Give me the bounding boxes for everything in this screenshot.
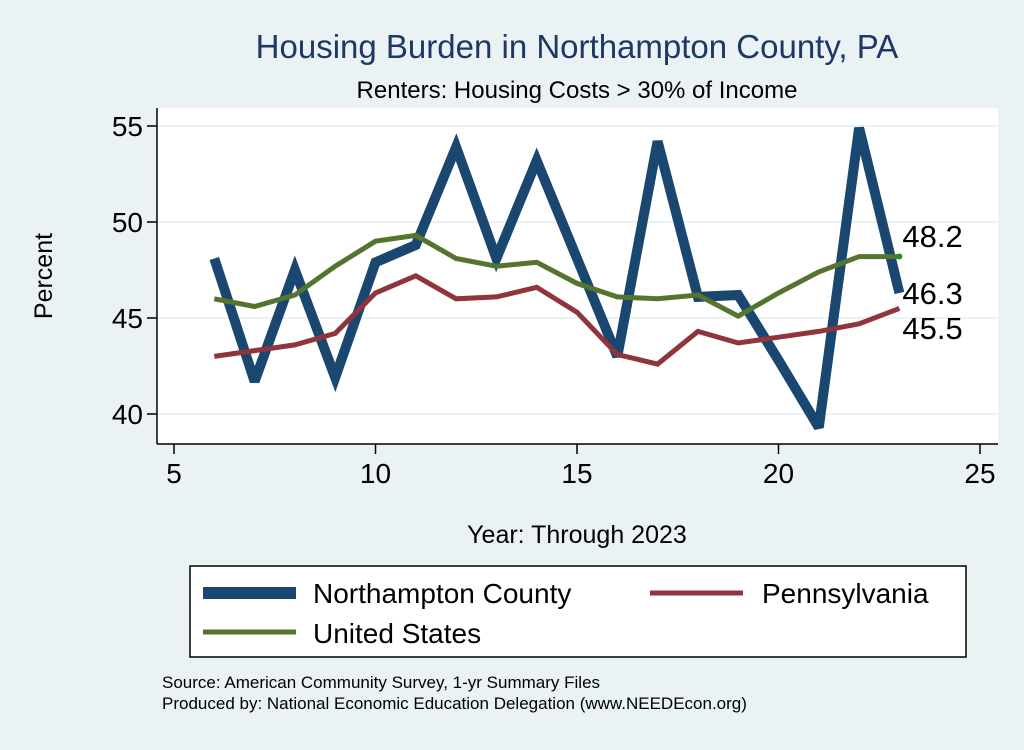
chart-subtitle: Renters: Housing Costs > 30% of Income — [357, 77, 798, 104]
y-tick-label-55: 55 — [112, 111, 143, 142]
source-note: Source: American Community Survey, 1-yr … — [162, 673, 600, 692]
x-tick-label-10: 10 — [360, 458, 391, 489]
legend-item-pennsylvania[interactable]: Pennsylvania — [650, 578, 929, 609]
series-line-united-states — [213, 232, 900, 319]
x-tick-label-15: 15 — [561, 458, 592, 489]
chart-title: Housing Burden in Northampton County, PA — [256, 28, 899, 65]
legend-item-northampton[interactable]: Northampton County — [203, 578, 571, 609]
y-tick-label-50: 50 — [112, 207, 143, 238]
grid-layer — [157, 125, 998, 415]
series-line-pennsylvania — [213, 273, 901, 367]
legend-label-northampton: Northampton County — [313, 578, 571, 609]
x-tick-label-25: 25 — [964, 458, 995, 489]
end-label-pennsylvania: 45.5 — [902, 311, 962, 346]
legend-label-pennsylvania: Pennsylvania — [762, 578, 929, 609]
legend-item-united-states[interactable]: United States — [203, 618, 481, 649]
producer-note: Produced by: National Economic Education… — [162, 694, 747, 713]
end-marker-united-states — [896, 253, 903, 260]
y-axis-label: Percent — [30, 233, 58, 319]
end-label-layer: 48.2 46.345.5 — [896, 219, 963, 346]
series-layer — [209, 126, 905, 430]
x-tick-label-5: 5 — [166, 458, 182, 489]
legend-box — [189, 565, 967, 658]
legend-label-united-states: United States — [313, 618, 481, 649]
y-tick-label-45: 45 — [112, 303, 143, 334]
x-axis-label: Year: Through 2023 — [467, 521, 687, 549]
series-line-northampton-county — [209, 126, 905, 430]
end-label-northampton-county: 46.3 — [902, 276, 962, 311]
plot-area — [157, 108, 998, 444]
y-tick-label-40: 40 — [112, 399, 143, 430]
x-tick-label-20: 20 — [763, 458, 794, 489]
end-label-united-states: 48.2 — [902, 219, 962, 254]
